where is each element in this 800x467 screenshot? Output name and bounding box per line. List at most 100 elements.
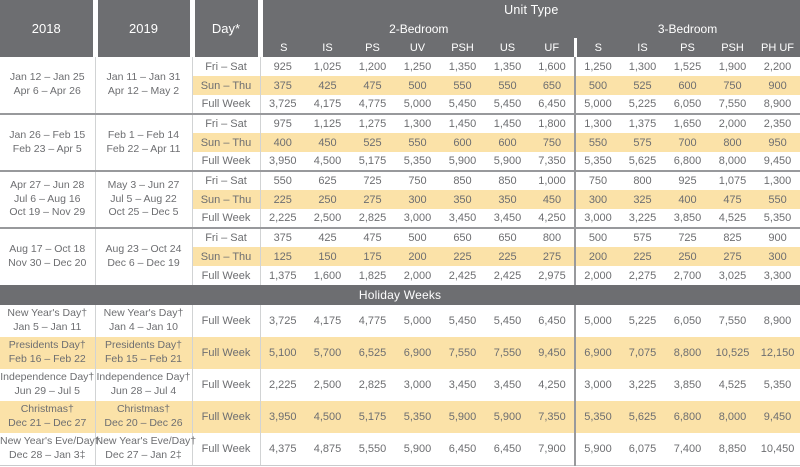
- rate-cell: 750: [574, 170, 620, 190]
- rate-cell: 5,175: [358, 155, 387, 167]
- rate-cell: 4,500: [313, 155, 342, 167]
- rate-cell: 6,525: [350, 337, 395, 369]
- column-header-3br-phuf: PH UF: [755, 38, 800, 57]
- rate-cell: 5,625: [620, 401, 665, 433]
- rate-cell: 3,850: [673, 212, 702, 224]
- rate-cell: 750: [530, 133, 575, 152]
- rate-cell: 750: [710, 76, 755, 95]
- rate-cell: 1,250: [574, 57, 620, 76]
- rate-cell: 575: [620, 133, 665, 152]
- table-header: 2018 2019 Day* Unit Type 2-Bedroom 3-Bed…: [0, 0, 800, 57]
- rate-cell: 1,375: [268, 269, 297, 282]
- rate-cell: 5,450: [448, 315, 477, 327]
- rate-cell: 250: [305, 190, 350, 209]
- rate-cell: 7,550: [718, 315, 747, 327]
- rate-cell: 8,800: [665, 337, 710, 369]
- table-row: Apr 27 – Jun 28 Jul 6 – Aug 16 Oct 19 – …: [0, 170, 800, 228]
- rate-cell: 4,250: [538, 212, 566, 224]
- rate-cell: 1,525: [673, 60, 702, 73]
- rate-cell: 1,275: [350, 113, 395, 133]
- column-header-3br-s: S: [573, 38, 620, 57]
- date-line: Jan 26 – Feb 15: [9, 128, 86, 141]
- rate-cell: 425: [305, 227, 350, 247]
- rate-cell: 7,075: [620, 337, 665, 369]
- day-cell: Fri – Sat: [192, 113, 261, 133]
- rate-cell: 300: [574, 190, 620, 209]
- rate-cell: 400: [665, 190, 710, 209]
- table-row: Full Week 3,725 4,175 4,775 5,000 5,450 …: [0, 95, 800, 114]
- rate-cell: 900: [755, 76, 800, 95]
- rate-cell: 2,500: [313, 212, 342, 224]
- date-line: Feb 23 – Apr 5: [12, 142, 82, 155]
- day-cell: Sun – Thu: [192, 247, 261, 266]
- date-line: Feb 22 – Apr 11: [106, 142, 181, 155]
- rate-cell: 6,450: [485, 433, 530, 466]
- rate-cell: 550: [755, 190, 800, 209]
- day-cell: Full Week: [192, 433, 261, 466]
- rate-cell: 750: [395, 170, 440, 190]
- rate-cell: 450: [530, 190, 575, 209]
- rate-cell: 1,600: [313, 269, 342, 282]
- column-header-2br-uv: UV: [395, 38, 440, 57]
- rate-cell: 200: [395, 247, 440, 266]
- rate-cell: 5,900: [448, 155, 477, 167]
- rate-cell: 3,850: [673, 379, 702, 391]
- day-cell: Full Week: [192, 266, 261, 285]
- rate-cell: 7,550: [485, 337, 530, 369]
- rate-cell: 2,000: [403, 269, 432, 282]
- date-range-2019: Aug 23 – Oct 24 Dec 6 – Dec 19: [95, 227, 193, 285]
- date-line: Apr 27 – Jun 28: [10, 179, 85, 192]
- rate-cell: 1,000: [530, 170, 575, 190]
- rate-cell: 2,975: [538, 269, 566, 282]
- rate-cell: 550: [485, 76, 530, 95]
- holiday-2018: Presidents Day† Feb 16 – Feb 22: [0, 337, 96, 369]
- rate-cell: 150: [305, 247, 350, 266]
- date-line: Dec 21 – Dec 27: [8, 417, 87, 429]
- date-range-2018: Apr 27 – Jun 28 Jul 6 – Aug 16 Oct 19 – …: [0, 170, 96, 228]
- rate-cell: 6,450: [538, 98, 566, 110]
- rate-cell: 3,300: [763, 269, 792, 282]
- day-cell: Full Week: [192, 209, 261, 228]
- rate-cell: 975: [260, 113, 305, 133]
- rate-cell: 200: [574, 247, 620, 266]
- date-line: Jul 5 – Aug 22: [110, 192, 177, 205]
- table-row: Aug 17 – Oct 18 Nov 30 – Dec 20 Aug 23 –…: [0, 227, 800, 285]
- date-range-2019: Feb 1 – Feb 14 Feb 22 – Apr 11: [95, 113, 193, 171]
- rate-cell: 475: [350, 76, 395, 95]
- rate-cell: 5,625: [628, 155, 657, 167]
- rate-cell: 1,375: [620, 113, 665, 133]
- rate-cell: 925: [273, 60, 292, 73]
- rate-cell: 3,450: [448, 212, 477, 224]
- rate-cell: 3,725: [268, 315, 297, 327]
- date-range-2018: Aug 17 – Oct 18 Nov 30 – Dec 20: [0, 227, 96, 285]
- rate-cell: 6,800: [673, 155, 702, 167]
- rate-cell: 450: [305, 133, 350, 152]
- column-header-unit-type: Unit Type: [260, 0, 800, 19]
- holiday-2019: New Year's Day† Jan 4 – Jan 10: [95, 305, 193, 337]
- rate-cell: 525: [350, 133, 395, 152]
- date-line: Apr 6 – Apr 26: [13, 85, 81, 97]
- table-row: Full Week 2,225 2,500 2,825 3,000 3,450 …: [0, 209, 800, 228]
- rate-cell: 600: [665, 76, 710, 95]
- rate-cell: 4,175: [313, 315, 342, 327]
- rate-cell: 2,225: [268, 379, 297, 391]
- rate-cell: 800: [710, 133, 755, 152]
- rate-cell: 700: [665, 133, 710, 152]
- rate-cell: 2,425: [493, 269, 522, 282]
- rate-cell: 5,550: [350, 433, 395, 466]
- rate-cell: 10,525: [710, 337, 755, 369]
- rate-cell: 4,525: [718, 379, 747, 391]
- rate-cell: 650: [530, 76, 575, 95]
- date-line: Dec 28 – Jan 3‡: [9, 448, 86, 461]
- date-line: Dec 27 – Jan 2‡: [105, 448, 182, 461]
- rate-cell: 5,450: [493, 315, 522, 327]
- date-line: Dec 6 – Dec 19: [107, 257, 180, 269]
- rate-cell: 175: [350, 247, 395, 266]
- date-line: Jan 5 – Jan 11: [13, 321, 82, 333]
- rate-cell: 5,700: [305, 337, 350, 369]
- rate-cell: 4,775: [358, 98, 387, 110]
- rate-cell: 1,450: [485, 113, 530, 133]
- holiday-row-highlighted: Christmas† Dec 21 – Dec 27 Christmas† De…: [0, 401, 800, 433]
- rate-cell: 9,450: [763, 155, 792, 167]
